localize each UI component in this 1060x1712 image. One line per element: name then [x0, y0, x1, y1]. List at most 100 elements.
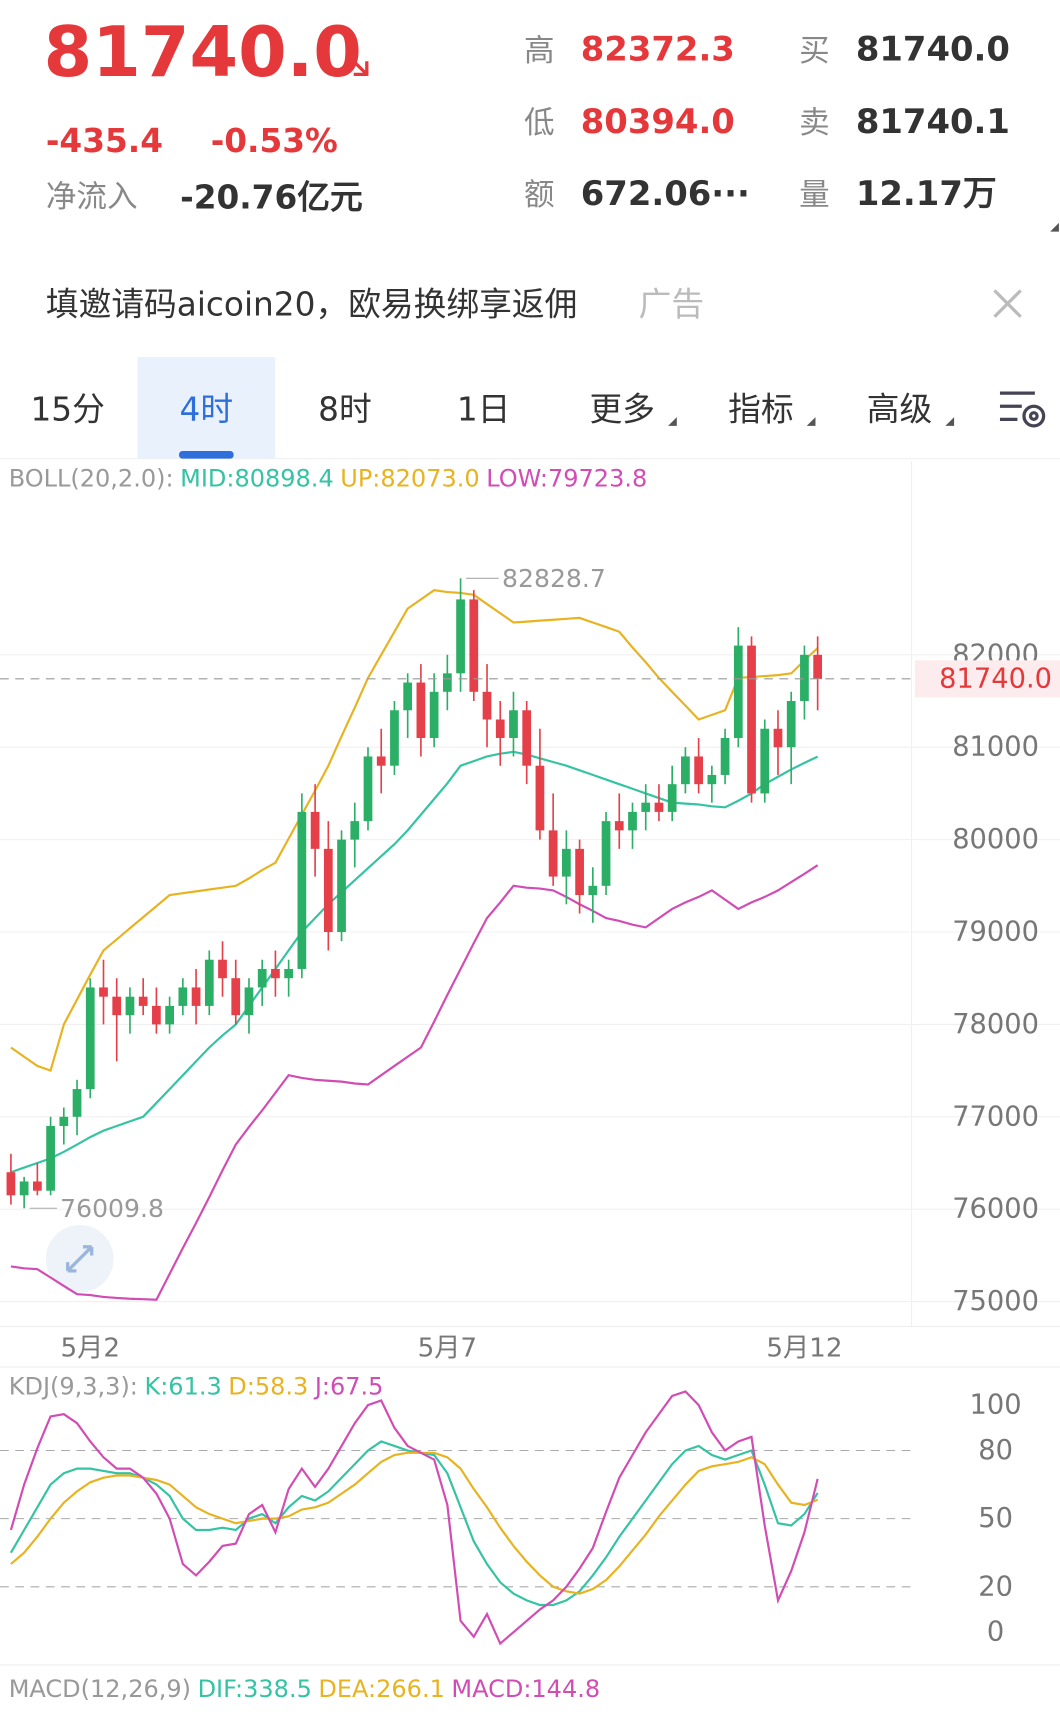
candle-body	[257, 968, 267, 988]
boll-line	[10, 589, 819, 1073]
indicator-label: MACD(12,26,9)	[9, 1675, 191, 1703]
y-tick-label: 77000	[952, 1101, 1039, 1132]
candle-body	[403, 682, 413, 711]
candle-body	[165, 1005, 174, 1025]
candle-body	[694, 756, 703, 785]
candle-body	[337, 839, 346, 933]
tab[interactable]: 高级	[867, 391, 932, 429]
indicator-label: BOLL(20,2.0):	[9, 464, 174, 492]
candle-body	[271, 968, 280, 979]
boll-line	[10, 750, 819, 1174]
stat-label: 高	[524, 34, 555, 69]
candle-body	[601, 821, 611, 886]
candle-body	[813, 654, 823, 679]
indicator-label: J:67.5	[313, 1373, 384, 1401]
candle-body	[720, 737, 730, 775]
inflow: -20.76亿元	[180, 179, 363, 217]
candle-body	[59, 1116, 69, 1127]
tab[interactable]: 1日	[457, 391, 511, 429]
tab[interactable]: 更多	[590, 391, 655, 429]
candle-body	[85, 987, 95, 1090]
y-tick-label: 100	[970, 1390, 1022, 1421]
dropdown-mark	[806, 417, 816, 426]
candle-body	[773, 728, 783, 748]
candle-body	[456, 599, 465, 674]
tab[interactable]: 指标	[728, 391, 793, 429]
indicator-label: DIF:338.5	[198, 1675, 312, 1703]
candle-body	[469, 599, 479, 692]
tab[interactable]: 15分	[30, 391, 104, 429]
candle-body	[522, 710, 532, 766]
price-tag-label: 81740.0	[939, 663, 1052, 694]
candle-body	[588, 885, 598, 896]
y-tick-label: 81000	[952, 732, 1039, 763]
x-tick-label: 5月12	[766, 1333, 842, 1363]
candle-body	[284, 968, 294, 979]
stat-value: 672.06···	[581, 174, 750, 213]
candle-body	[19, 1181, 29, 1196]
last-price: 81740.0	[44, 12, 362, 93]
expand-button[interactable]	[45, 1224, 114, 1293]
candle-body	[707, 774, 717, 785]
candle-body	[125, 996, 135, 1016]
candle-body	[99, 987, 108, 997]
candle-body	[376, 756, 386, 766]
indicator-label: D:58.3	[228, 1373, 308, 1401]
candle-body	[548, 830, 558, 877]
stat-value: 82372.3	[581, 30, 735, 69]
candle-body	[495, 719, 505, 738]
candle-body	[350, 821, 360, 840]
tab[interactable]: 8时	[318, 391, 372, 429]
active-tab-bg	[137, 357, 276, 459]
candle-body	[786, 701, 796, 748]
candle-body	[562, 848, 571, 877]
candle-body	[178, 987, 188, 1006]
candle-body	[231, 978, 241, 1016]
y-tick-label: 79000	[952, 917, 1039, 948]
indicator-label: MACD:144.8	[451, 1675, 600, 1703]
indicator-label: MID:80898.4	[180, 464, 334, 492]
settings-icon[interactable]	[999, 391, 1046, 428]
x-tick-label: 5月7	[418, 1333, 478, 1363]
candle-body	[654, 802, 664, 812]
candle-body	[641, 802, 651, 812]
candle-body	[509, 710, 518, 738]
max-label: 82828.7	[502, 564, 606, 593]
stat-label: 买	[799, 34, 830, 69]
indicator-label: K:61.3	[144, 1373, 221, 1401]
candle-body	[442, 673, 452, 692]
ad-close[interactable]	[993, 289, 1022, 318]
min-label: 76009.8	[60, 1194, 164, 1223]
inflow-label: 净流入	[46, 180, 138, 215]
stat-value: 80394.0	[581, 102, 735, 141]
stat-value: 12.17万	[856, 174, 997, 213]
candle-body	[733, 645, 743, 738]
candle-body	[218, 959, 227, 979]
y-tick-label: 80000	[952, 824, 1039, 855]
kdj-line	[9, 1390, 819, 1646]
candle-body	[760, 728, 770, 794]
change-pct: -0.53%	[211, 122, 338, 160]
candle-body	[33, 1181, 42, 1191]
ad-text[interactable]: 填邀请码aicoin20，欧易换绑享返佣	[46, 286, 578, 324]
price-tag	[914, 660, 1060, 698]
candle-body	[628, 811, 637, 831]
candle-body	[112, 996, 122, 1016]
candle-body	[747, 645, 756, 794]
stat-label: 量	[799, 178, 830, 213]
candle-body	[138, 996, 148, 1006]
candle-body	[416, 682, 426, 738]
y-tick-label: 75000	[952, 1286, 1039, 1317]
change: -435.4	[46, 122, 163, 160]
down-arrow	[345, 53, 369, 77]
candle-body	[390, 710, 399, 766]
candle-body	[46, 1126, 55, 1191]
tab[interactable]: 4时	[180, 391, 234, 429]
y-tick-label: 78000	[952, 1009, 1039, 1040]
y-tick-label: 50	[978, 1503, 1013, 1534]
candle-body	[191, 987, 201, 1006]
candle-body	[800, 654, 809, 702]
candle-body	[575, 848, 584, 896]
stat-label: 额	[524, 178, 555, 213]
